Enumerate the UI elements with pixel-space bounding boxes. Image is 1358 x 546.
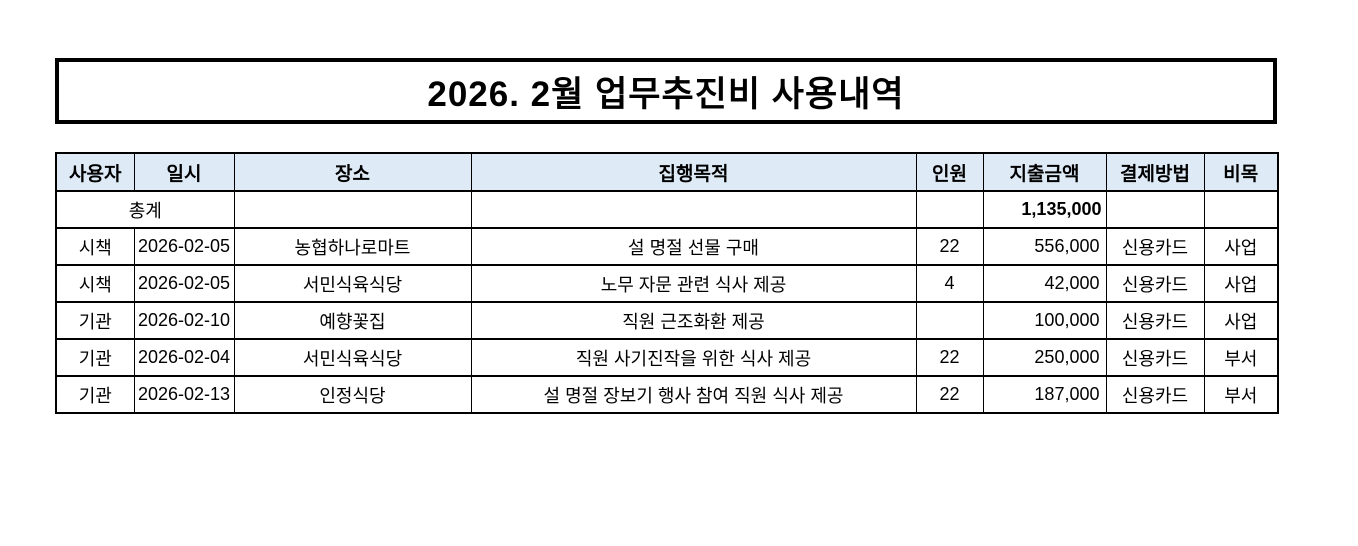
cell-date: 2026-02-04: [133, 338, 235, 377]
cell-category: 사업: [1203, 264, 1279, 303]
total-people-cell: [915, 190, 984, 229]
cell-people: [915, 301, 984, 340]
table-row: 시책 2026-02-05 서민식육식당 노무 자문 관련 식사 제공 4 42,000 신…: [55, 264, 1279, 303]
cell-amount: 187,000: [982, 375, 1107, 414]
cell-category: 사업: [1203, 301, 1279, 340]
column-header-date: 일시: [133, 152, 235, 192]
total-row: 총계 1,135,000: [55, 190, 1279, 229]
cell-purpose: 노무 자문 관련 식사 제공: [470, 264, 917, 303]
cell-category: 사업: [1203, 227, 1279, 266]
cell-people: 22: [915, 375, 984, 414]
header-row: 사용자 일시 장소 집행목적 인원 지출금액 결제방법 비목: [55, 152, 1279, 192]
cell-amount: 556,000: [982, 227, 1107, 266]
total-amount: 1,135,000: [982, 190, 1107, 229]
total-purpose-cell: [470, 190, 917, 229]
cell-user: 시책: [55, 227, 135, 266]
cell-place: 서민식육식당: [233, 264, 472, 303]
cell-amount: 42,000: [982, 264, 1107, 303]
expense-table: 사용자 일시 장소 집행목적 인원 지출금액 결제방법 비목 총계 1,135,…: [55, 152, 1279, 414]
table-row: 기관 2026-02-04 서민식육식당 직원 사기진작을 위한 식사 제공 22 250…: [55, 338, 1279, 377]
column-header-purpose: 집행목적: [470, 152, 917, 192]
cell-amount: 100,000: [982, 301, 1107, 340]
cell-payment: 신용카드: [1105, 227, 1205, 266]
cell-payment: 신용카드: [1105, 301, 1205, 340]
column-header-amount: 지출금액: [982, 152, 1107, 192]
cell-payment: 신용카드: [1105, 264, 1205, 303]
total-label: 총계: [55, 190, 235, 229]
cell-people: 22: [915, 338, 984, 377]
cell-purpose: 설 명절 장보기 행사 참여 직원 식사 제공: [470, 375, 917, 414]
document-title: 2026. 2월 업무추진비 사용내역: [427, 74, 905, 114]
cell-date: 2026-02-05: [133, 264, 235, 303]
cell-people: 4: [915, 264, 984, 303]
total-category-cell: [1203, 190, 1279, 229]
cell-category: 부서: [1203, 375, 1279, 414]
total-place-cell: [233, 190, 472, 229]
cell-place: 서민식육식당: [233, 338, 472, 377]
cell-user: 시책: [55, 264, 135, 303]
cell-user: 기관: [55, 301, 135, 340]
cell-place: 인정식당: [233, 375, 472, 414]
document-title-box: 2026. 2월 업무추진비 사용내역: [55, 58, 1277, 124]
cell-date: 2026-02-05: [133, 227, 235, 266]
cell-amount: 250,000: [982, 338, 1107, 377]
column-header-people: 인원: [915, 152, 984, 192]
cell-purpose: 설 명절 선물 구매: [470, 227, 917, 266]
cell-payment: 신용카드: [1105, 338, 1205, 377]
column-header-user: 사용자: [55, 152, 135, 192]
cell-user: 기관: [55, 338, 135, 377]
cell-date: 2026-02-10: [133, 301, 235, 340]
table-row: 기관 2026-02-13 인정식당 설 명절 장보기 행사 참여 직원 식사 제공 2…: [55, 375, 1279, 414]
cell-people: 22: [915, 227, 984, 266]
column-header-place: 장소: [233, 152, 472, 192]
table-row: 기관 2026-02-10 예향꽃집 직원 근조화환 제공 100,000 신용카드 사업: [55, 301, 1279, 340]
cell-date: 2026-02-13: [133, 375, 235, 414]
cell-user: 기관: [55, 375, 135, 414]
cell-payment: 신용카드: [1105, 375, 1205, 414]
cell-category: 부서: [1203, 338, 1279, 377]
total-payment-cell: [1105, 190, 1205, 229]
cell-purpose: 직원 근조화환 제공: [470, 301, 917, 340]
column-header-payment: 결제방법: [1105, 152, 1205, 192]
cell-purpose: 직원 사기진작을 위한 식사 제공: [470, 338, 917, 377]
cell-place: 농협하나로마트: [233, 227, 472, 266]
table-row: 시책 2026-02-05 농협하나로마트 설 명절 선물 구매 22 556,000 신용…: [55, 227, 1279, 266]
column-header-category: 비목: [1203, 152, 1279, 192]
cell-place: 예향꽃집: [233, 301, 472, 340]
